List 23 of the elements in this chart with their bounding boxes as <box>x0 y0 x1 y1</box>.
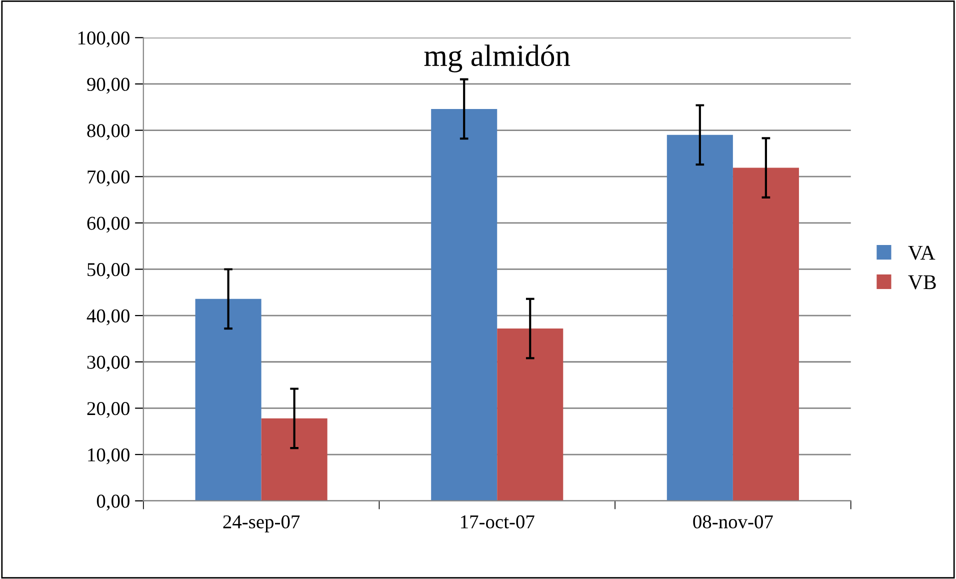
y-tick-label: 10,00 <box>88 448 130 464</box>
y-tick-label: 60,00 <box>87 216 130 233</box>
legend-label: VA <box>908 246 936 260</box>
bar <box>261 418 328 501</box>
y-tick-label: 70,00 <box>88 170 130 186</box>
x-tick-label: 17-oct-07 <box>461 515 534 528</box>
y-tick-label: 30,00 <box>87 356 130 372</box>
bar <box>497 328 564 501</box>
y-tick-label: 100,00 <box>78 31 130 48</box>
y-tick-label: 50,00 <box>88 263 130 279</box>
y-tick-label: 80,00 <box>87 124 130 140</box>
bar <box>732 168 799 501</box>
x-tick-label: 24-sep-07 <box>223 515 300 532</box>
y-tick-label: 0,00 <box>96 494 130 511</box>
legend-label: VB <box>908 275 936 290</box>
y-tick-label: 90,00 <box>87 78 130 94</box>
bar <box>666 134 733 501</box>
bar <box>195 298 262 501</box>
y-tick-label: 40,00 <box>86 309 130 326</box>
bar <box>431 108 498 501</box>
x-tick-label: 08-nov-07 <box>693 515 773 528</box>
y-tick-label: 20,00 <box>87 402 130 418</box>
chart-title: mg almidón <box>424 44 570 72</box>
